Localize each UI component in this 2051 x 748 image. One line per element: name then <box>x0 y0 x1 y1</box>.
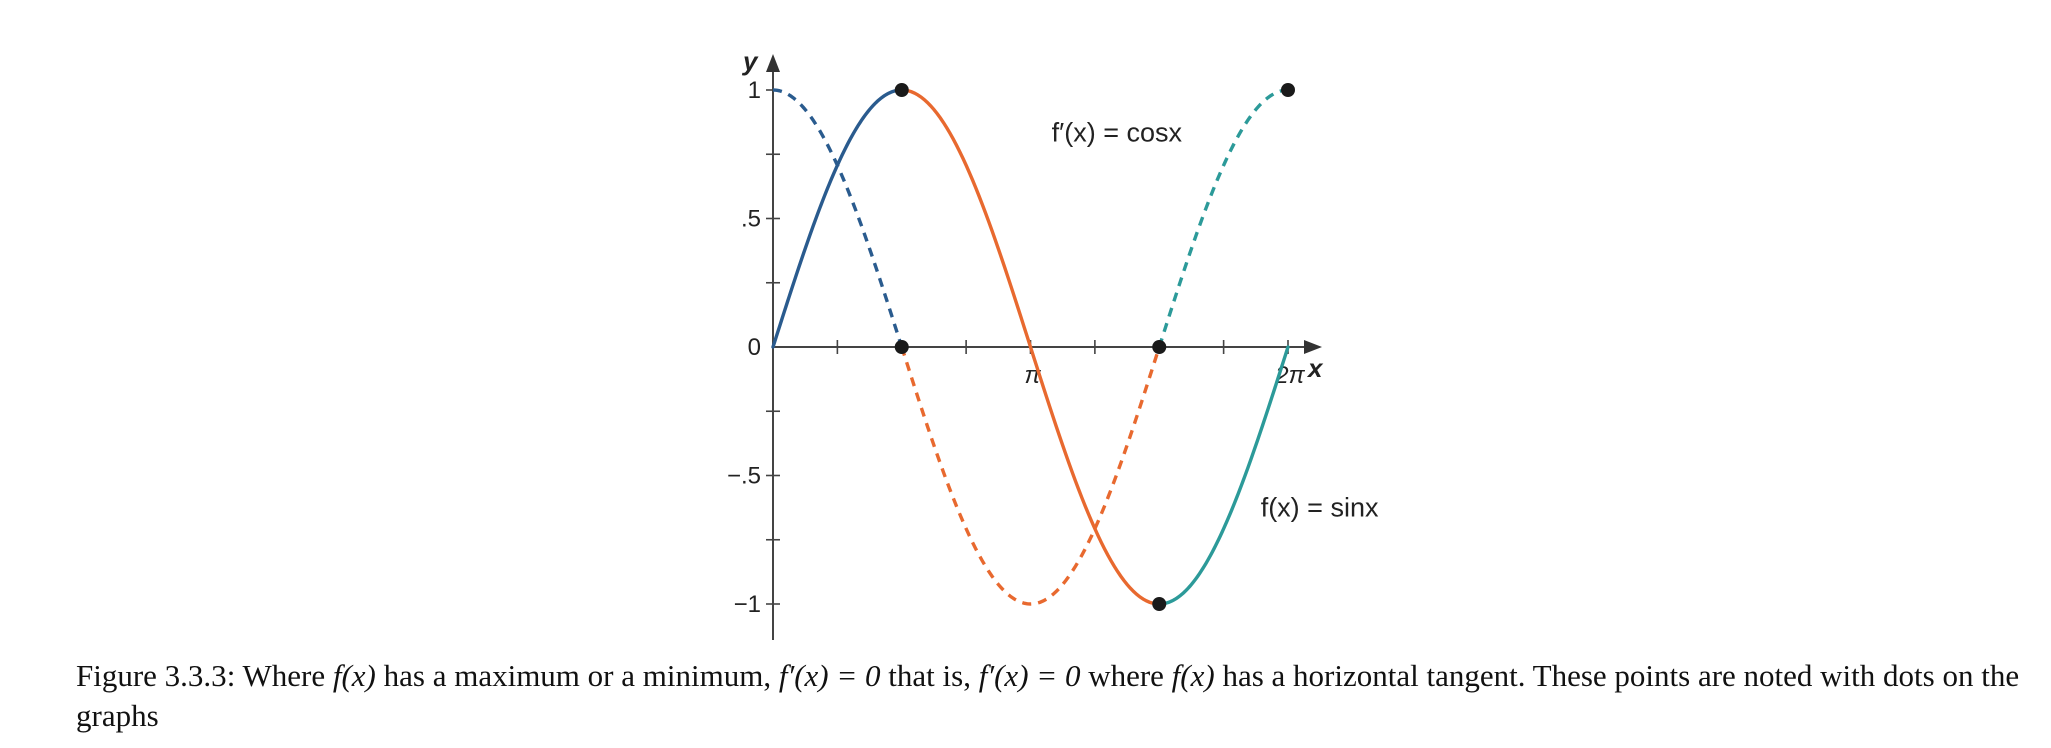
caption-math: f(x) <box>1171 658 1215 693</box>
sin-curve-segment <box>900 88 1161 606</box>
y-tick-label: −.5 <box>727 463 761 490</box>
y-axis-arrow <box>766 54 780 72</box>
y-tick-label: .5 <box>741 206 761 233</box>
y-tick-label: 0 <box>748 334 761 361</box>
caption-math: f′(x) = 0 <box>978 658 1081 693</box>
y-axis-label: y <box>741 46 759 76</box>
caption-text: where <box>1080 658 1172 693</box>
curve-label: f′(x) = cosx <box>1052 117 1183 147</box>
caption-text: : Where <box>226 658 333 693</box>
caption-text: has a horizontal tangent. These points a… <box>76 658 2020 733</box>
critical-point-dot <box>894 340 909 354</box>
caption-text: has a maximum or a minimum, <box>375 658 779 693</box>
sin-curve-segment <box>771 88 904 349</box>
critical-point-dot <box>1281 83 1295 97</box>
sin-curve-segment <box>1157 345 1290 606</box>
caption-text: that is, <box>880 658 979 693</box>
x-axis-label: x <box>1306 353 1324 383</box>
caption-math: f′(x) = 0 <box>778 658 881 693</box>
x-axis-arrow <box>1304 340 1322 354</box>
caption-label: Figure 3.3.3 <box>76 658 227 693</box>
figure-caption: Figure 3.3.3: Where f(x) has a maximum o… <box>76 656 2036 736</box>
critical-point-dot <box>1152 597 1167 611</box>
y-tick-label: 1 <box>748 77 761 104</box>
cos-curve-segment <box>1157 88 1289 348</box>
cos-curve-segment <box>772 88 904 348</box>
caption-math: f(x) <box>332 658 376 693</box>
critical-point-dot <box>894 83 909 97</box>
critical-point-dot <box>1152 340 1167 354</box>
curve-label: f(x) = sinx <box>1261 493 1379 523</box>
cos-curve-segment <box>900 346 1161 606</box>
y-tick-label: −1 <box>734 591 761 618</box>
